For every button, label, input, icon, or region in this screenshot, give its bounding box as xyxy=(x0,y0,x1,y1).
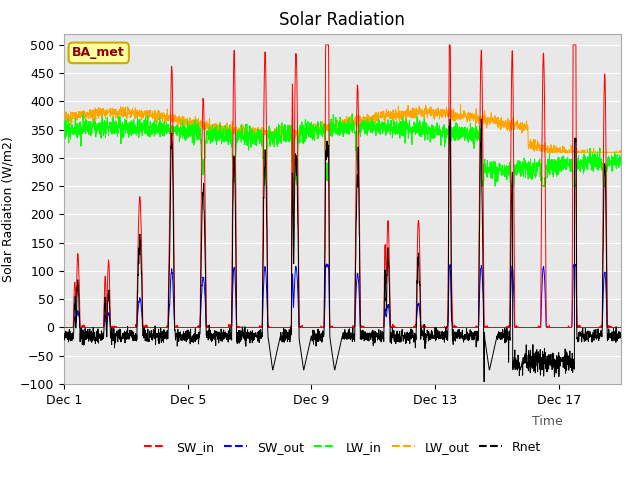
LW_out xyxy=(148,113,156,119)
SW_out xyxy=(617,324,625,330)
Text: Time: Time xyxy=(532,415,563,428)
LW_out xyxy=(114,111,122,117)
Rnet xyxy=(114,339,122,345)
LW_in xyxy=(617,163,625,168)
LW_out xyxy=(262,129,270,134)
LW_out xyxy=(545,149,553,155)
Line: SW_in: SW_in xyxy=(64,45,621,327)
LW_out xyxy=(540,149,548,155)
LW_in xyxy=(184,130,191,135)
Rnet xyxy=(446,116,454,122)
LW_in xyxy=(148,124,156,130)
LW_out xyxy=(184,117,191,123)
Rnet xyxy=(617,335,625,341)
SW_in xyxy=(184,324,191,330)
Rnet xyxy=(60,334,68,339)
SW_out xyxy=(262,272,270,278)
LW_in xyxy=(115,125,122,131)
Legend: SW_in, SW_out, LW_in, LW_out, Rnet: SW_in, SW_out, LW_in, LW_out, Rnet xyxy=(139,436,546,459)
Rnet xyxy=(360,335,368,340)
Line: Rnet: Rnet xyxy=(64,119,621,382)
Line: LW_out: LW_out xyxy=(64,104,621,152)
LW_in xyxy=(478,183,486,189)
LW_in xyxy=(262,163,270,168)
LW_in xyxy=(79,111,87,117)
Rnet xyxy=(480,379,488,384)
LW_out xyxy=(457,101,465,107)
SW_in xyxy=(148,324,156,330)
Rnet xyxy=(262,179,270,185)
Line: SW_out: SW_out xyxy=(64,264,621,327)
LW_out xyxy=(617,149,625,155)
LW_out xyxy=(60,118,68,124)
SW_out xyxy=(184,324,191,330)
LW_in xyxy=(545,166,553,171)
Rnet xyxy=(184,336,191,342)
SW_out xyxy=(114,324,122,330)
Rnet xyxy=(148,332,156,338)
LW_out xyxy=(360,121,368,127)
SW_in xyxy=(322,42,330,48)
SW_in xyxy=(545,324,553,330)
LW_in xyxy=(360,122,368,128)
SW_out xyxy=(545,324,553,330)
SW_out xyxy=(60,324,68,330)
SW_out xyxy=(148,324,156,330)
Title: Solar Radiation: Solar Radiation xyxy=(280,11,405,29)
Text: BA_met: BA_met xyxy=(72,47,125,60)
Line: LW_in: LW_in xyxy=(64,114,621,186)
SW_out xyxy=(323,261,331,267)
SW_in xyxy=(617,324,625,330)
SW_out xyxy=(360,324,368,330)
LW_in xyxy=(60,126,68,132)
SW_in xyxy=(262,85,270,91)
SW_in xyxy=(60,324,68,330)
Rnet xyxy=(545,360,553,366)
SW_in xyxy=(114,324,122,330)
SW_in xyxy=(360,324,368,330)
Y-axis label: Solar Radiation (W/m2): Solar Radiation (W/m2) xyxy=(1,136,14,282)
